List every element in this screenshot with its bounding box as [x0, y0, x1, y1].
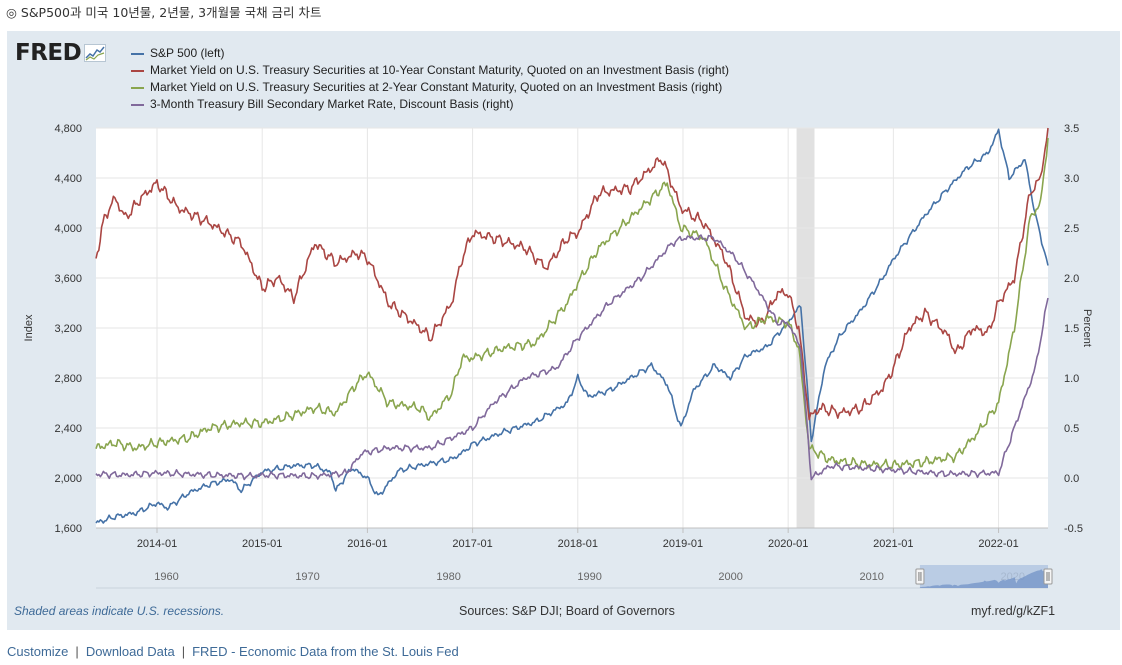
navigator-tick-label: 1970	[295, 571, 319, 583]
series-line-3m	[95, 234, 1049, 481]
y-tick-right: 2.5	[1064, 223, 1079, 235]
y-tick-right: 0.5	[1064, 423, 1079, 435]
y-tick-left: 2,000	[54, 473, 82, 485]
chart-svg: 1,600 2,000 2,400 2,800 3,200 3,600 4,000 4,400…	[23, 123, 1093, 589]
short-link[interactable]: myf.red/g/kZF1	[971, 604, 1056, 618]
y-tick-right: 1.0	[1064, 373, 1079, 385]
fred-logo[interactable]: FRED	[15, 39, 107, 66]
y-tick-left: 2,400	[54, 423, 82, 435]
link-separator: |	[181, 644, 186, 659]
navigator-tick-label: 1960	[154, 571, 178, 583]
legend-label: 3-Month Treasury Bill Secondary Market R…	[150, 97, 514, 111]
x-tick-label: 2020-01	[768, 538, 808, 550]
legend-item-3m[interactable]: 3-Month Treasury Bill Secondary Market R…	[131, 96, 729, 113]
navigator-handle-left[interactable]	[915, 568, 925, 585]
x-tick-label: 2015-01	[242, 538, 282, 550]
navigator-tick-label: 2000	[718, 571, 742, 583]
legend-label: Market Yield on U.S. Treasury Securities…	[150, 63, 729, 77]
series-line-2y	[95, 137, 1049, 471]
x-tick-label: 2019-01	[663, 538, 703, 550]
recession-note: Shaded areas indicate U.S. recessions.	[14, 604, 225, 618]
y-tick-left: 2,800	[54, 373, 82, 385]
y-tick-right: 1.5	[1064, 323, 1079, 335]
navigator-tick-label: 2010	[859, 571, 883, 583]
x-tick-label: 2017-01	[452, 538, 492, 550]
chart-panel: 1,600 2,000 2,400 2,800 3,200 3,600 4,000 4,400…	[7, 31, 1120, 630]
x-tick-label: 2021-01	[873, 538, 913, 550]
y-tick-left: 3,200	[54, 323, 82, 335]
y-tick-left: 4,400	[54, 173, 82, 185]
x-tick-label: 2014-01	[137, 538, 177, 550]
x-tick-label: 2018-01	[558, 538, 598, 550]
legend-label: Market Yield on U.S. Treasury Securities…	[150, 80, 723, 94]
legend-item-10y[interactable]: Market Yield on U.S. Treasury Securities…	[131, 62, 729, 79]
fred-home-link[interactable]: FRED - Economic Data from the St. Louis …	[192, 644, 459, 659]
legend-swatch	[131, 103, 144, 106]
legend-label: S&P 500 (left)	[150, 46, 225, 60]
legend-item-2y[interactable]: Market Yield on U.S. Treasury Securities…	[131, 79, 729, 96]
chart-legend: S&P 500 (left) Market Yield on U.S. Trea…	[131, 45, 729, 113]
page-caption: ◎ S&P500과 미국 10년물, 2년물, 3개월물 국채 금리 차트	[6, 5, 322, 20]
series-line-10y	[95, 127, 1049, 421]
navigator-mini-series	[919, 569, 1048, 588]
y-axis-title-right: Percent	[1081, 309, 1093, 347]
fred-sparkline-icon	[84, 44, 107, 62]
customize-link[interactable]: Customize	[7, 644, 69, 659]
x-tick-label: 2022-01	[978, 538, 1018, 550]
navigator-window	[919, 565, 1048, 588]
legend-swatch	[131, 52, 144, 55]
link-separator: |	[75, 644, 79, 659]
y-tick-right: -0.5	[1064, 523, 1083, 535]
legend-swatch	[131, 69, 144, 72]
y-tick-right: 2.0	[1064, 273, 1079, 285]
y-axis-title-left: Index	[23, 314, 35, 341]
legend-item-sp500[interactable]: S&P 500 (left)	[131, 45, 729, 62]
navigator-track	[96, 563, 1048, 588]
y-tick-left: 4,000	[54, 223, 82, 235]
y-tick-right: 0.0	[1064, 473, 1079, 485]
navigator-handle-right[interactable]	[1043, 568, 1053, 585]
navigator-tick-label: 1980	[436, 571, 460, 583]
legend-swatch	[131, 86, 144, 89]
sources-text: Sources: S&P DJI; Board of Governors	[459, 604, 675, 618]
y-tick-right: 3.5	[1064, 123, 1079, 135]
x-tick-label: 2016-01	[347, 538, 387, 550]
fred-logo-text: FRED	[15, 39, 82, 66]
y-tick-right: 3.0	[1064, 173, 1079, 185]
download-data-link[interactable]: Download Data	[85, 644, 175, 659]
y-tick-left: 1,600	[54, 523, 82, 535]
y-tick-left: 4,800	[54, 123, 82, 135]
navigator-tick-label: 1990	[577, 571, 601, 583]
bottom-links: Customize | Download Data | FRED - Economic …	[7, 644, 459, 659]
y-tick-left: 3,600	[54, 273, 82, 285]
